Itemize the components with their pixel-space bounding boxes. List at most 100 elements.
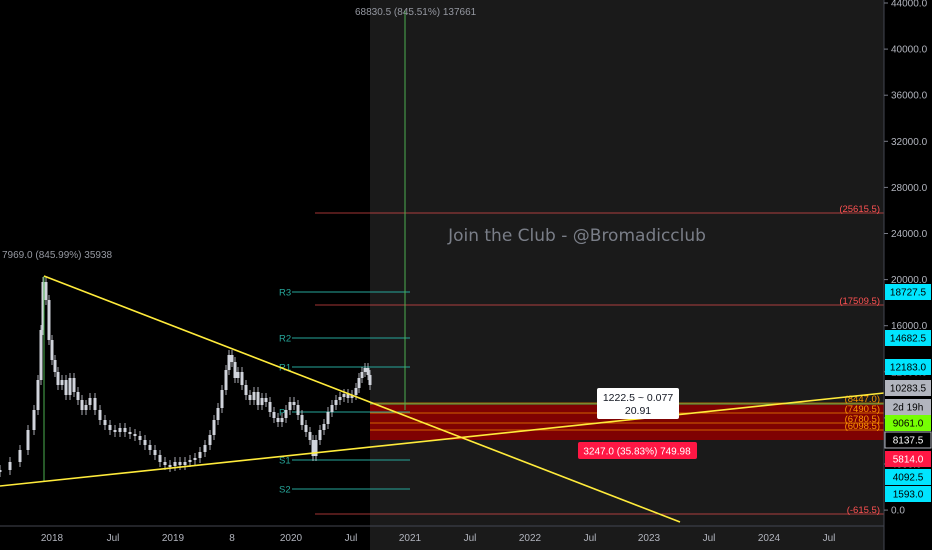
candle-body xyxy=(8,462,12,470)
candle-body xyxy=(98,410,102,420)
x-tick-label: Jul xyxy=(823,533,836,544)
candle-body xyxy=(84,405,88,410)
candle-body xyxy=(350,395,354,398)
fib-label: (6098.5) xyxy=(845,421,880,432)
candle-body xyxy=(178,462,182,465)
candle-body xyxy=(346,394,350,398)
price-label-bg xyxy=(885,399,931,415)
candle-body xyxy=(208,435,212,445)
y-tick-label: 24000.0 xyxy=(891,229,928,240)
candle-body xyxy=(53,360,57,372)
candle-body xyxy=(108,425,112,430)
price-label-bg xyxy=(885,359,931,375)
x-tick-label: 2019 xyxy=(162,533,185,544)
candle-body xyxy=(326,412,330,424)
fib-lines: (25615.5) (17509.5) (8447.0)(7490.5)(6780.… xyxy=(315,204,884,516)
price-label: 18727.5 xyxy=(890,288,927,299)
candle-body xyxy=(39,330,43,380)
candle-body xyxy=(363,368,367,372)
candle-body xyxy=(366,368,370,375)
candle-body xyxy=(72,378,76,392)
y-tick-label: 44000.0 xyxy=(891,0,928,10)
candle-body xyxy=(240,372,244,385)
price-label-bg xyxy=(885,330,931,346)
candle-body xyxy=(264,398,268,402)
candle-body xyxy=(354,388,358,395)
candle-body xyxy=(252,392,256,400)
candle-body xyxy=(300,415,304,425)
x-tick-label: Jul xyxy=(464,533,477,544)
price-label: 2d 19h xyxy=(893,403,924,414)
candle-body xyxy=(280,418,284,422)
price-label-bg xyxy=(885,451,931,467)
candle-body xyxy=(80,400,84,410)
candle-body xyxy=(173,462,177,466)
candle-body xyxy=(118,428,122,432)
y-tick-label: 36000.0 xyxy=(891,91,928,102)
y-tick-label: 32000.0 xyxy=(891,137,928,148)
candles xyxy=(0,277,372,477)
candle-body xyxy=(183,462,187,465)
candle-body xyxy=(276,418,280,422)
measure-box-line2: 20.91 xyxy=(625,405,651,417)
candle-body xyxy=(292,402,296,405)
candle-body xyxy=(133,434,137,436)
candle-body xyxy=(322,424,326,430)
watermark: Join the Club - @Bromadicclub xyxy=(447,226,706,246)
candle-body xyxy=(260,398,264,405)
x-tick-label: 2020 xyxy=(280,533,303,544)
measure-box: 1222.5 ~ 0.077 20.91 xyxy=(597,388,679,419)
candle-body xyxy=(212,420,216,435)
trendline-ascending[interactable] xyxy=(0,392,885,487)
candle-body xyxy=(227,355,231,370)
price-label: 10283.5 xyxy=(890,384,927,395)
price-label-bg xyxy=(885,486,931,502)
fib-label: (6780.5) xyxy=(845,414,880,425)
candle-body xyxy=(236,372,240,378)
time-axis[interactable]: 2018 Jul 2019 8 2020 Jul 2021 Jul 2022 Jul 2023 Jul… xyxy=(41,533,836,544)
x-tick-label: 2018 xyxy=(41,533,64,544)
candle-body xyxy=(368,375,372,385)
price-label: 9061.0 xyxy=(893,419,924,430)
candle-body xyxy=(148,445,152,450)
x-tick-label: Jul xyxy=(107,533,120,544)
price-label-bg xyxy=(884,431,932,449)
price-label-bg xyxy=(885,284,931,300)
candle-body xyxy=(224,370,228,390)
red-measure-label: 3247.0 (35.83%) 749.98 xyxy=(583,447,691,458)
candle-body xyxy=(268,402,272,412)
fib-label: (17509.5) xyxy=(839,296,880,307)
pivot-label: R2 xyxy=(279,334,291,345)
left-measure-label: 7969.0 (845.99%) 35938 xyxy=(2,250,113,261)
candle-body xyxy=(168,465,172,467)
candle-body xyxy=(32,410,36,430)
y-tick-label: 0.0 xyxy=(891,506,905,517)
x-tick-label: 2023 xyxy=(638,533,661,544)
fib-label: (25615.5) xyxy=(839,204,880,215)
candle-body xyxy=(188,460,192,462)
candle-body xyxy=(308,432,312,440)
price-label-bg xyxy=(885,415,931,431)
pivot-label: R3 xyxy=(279,288,291,299)
candle-body xyxy=(50,340,54,360)
pivot-label: R1 xyxy=(279,363,291,374)
trendline-descending[interactable] xyxy=(43,275,681,523)
candle-body xyxy=(93,398,97,410)
candle-body xyxy=(230,355,234,362)
y-tick-label: 20000.0 xyxy=(891,275,928,286)
price-label: 12183.0 xyxy=(890,363,927,374)
candle-body xyxy=(248,395,252,400)
candle-body xyxy=(244,385,248,395)
candle-body xyxy=(123,428,127,432)
candle-body xyxy=(342,394,346,397)
price-label-bg xyxy=(885,380,931,396)
candle-body xyxy=(26,430,30,450)
price-label: 1593.0 xyxy=(893,490,924,501)
candle-body xyxy=(76,392,80,400)
candle-body xyxy=(0,470,2,472)
candle-body xyxy=(68,378,72,395)
candle-body xyxy=(41,282,45,330)
candle-body xyxy=(128,432,132,434)
fib-label: (-615.5) xyxy=(847,505,880,516)
